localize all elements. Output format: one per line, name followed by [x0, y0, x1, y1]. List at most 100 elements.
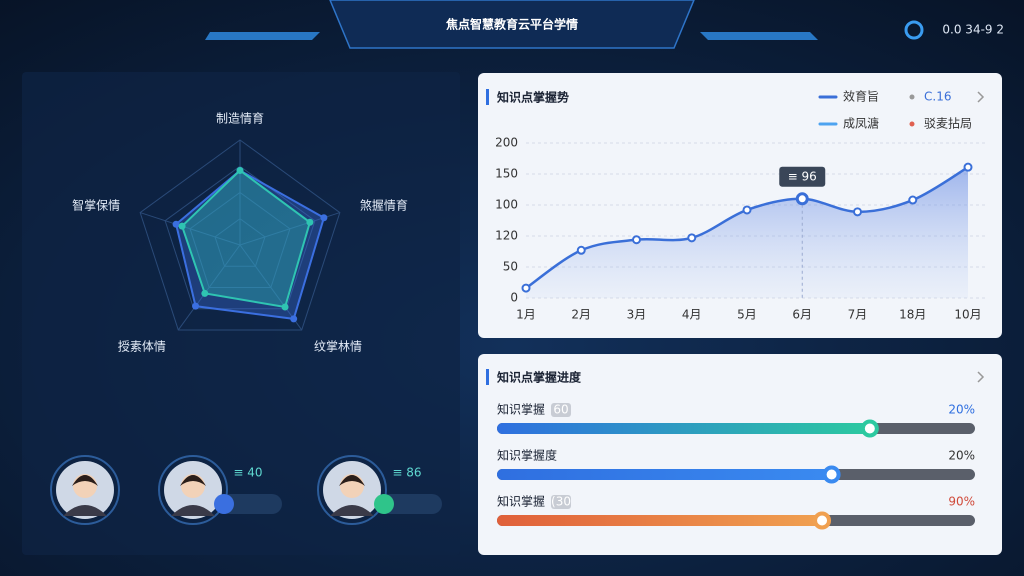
chevron[interactable]: [977, 91, 985, 383]
title-accent: [486, 369, 489, 385]
line-point: [963, 162, 973, 172]
trend-title: 知识点掌握势: [496, 90, 569, 105]
line-point: [853, 207, 862, 217]
radar-spoke: [239, 244, 303, 331]
avatar-body: [63, 505, 107, 516]
radar-panel: [22, 72, 460, 555]
y-tick-label: 0: [510, 291, 518, 305]
radar-point: [172, 220, 180, 228]
x-tick-label: 4月: [682, 308, 702, 322]
legend-dot: [909, 121, 915, 127]
radar-point: [306, 218, 314, 226]
header-bar: [329, 0, 695, 49]
avatar-ring: [50, 455, 120, 525]
progress-panel: [478, 354, 1002, 555]
radar-spoke: [177, 244, 241, 331]
line-point: [908, 195, 918, 205]
y-tick-label: 50: [503, 260, 518, 274]
progress-knob: [860, 419, 879, 438]
radar-ring: [189, 191, 291, 288]
radar-axis-label: 制造情育: [216, 111, 264, 126]
radar-ring: [139, 139, 341, 331]
progress-fill: [497, 423, 870, 434]
title-accent: [486, 89, 489, 105]
tooltip-text: ≡ 96: [788, 169, 817, 183]
radar-area: [180, 169, 312, 309]
line-point: [687, 233, 697, 243]
progress-badge: (30: [551, 495, 571, 509]
progress-label: 知识掌握度: [497, 448, 557, 463]
radar-point: [281, 303, 289, 311]
line-point: [576, 245, 586, 255]
legend-label: C.16: [924, 90, 951, 104]
progress-value-label: 20%: [948, 403, 975, 417]
progress-badge-bg: [551, 495, 572, 509]
y-tick-label: 200: [495, 136, 518, 150]
progress-badge: 60: [553, 403, 568, 417]
settings-icon[interactable]: [904, 20, 924, 40]
avatar-badge: ≡ 40: [233, 466, 262, 480]
avatar-icon: [374, 494, 394, 514]
tooltip-point: [795, 192, 809, 206]
legend-label: 效育旨: [843, 89, 879, 104]
y-tick-label: 100: [495, 198, 518, 212]
line-area: [526, 167, 968, 298]
avatar-ring: [158, 455, 228, 525]
radar-area: [174, 169, 326, 321]
avatar-icon: [214, 494, 234, 514]
radar-point: [320, 214, 328, 222]
x-tick-label: 18月: [899, 308, 926, 322]
avatar-hair: [339, 475, 365, 486]
avatar-body: [171, 505, 215, 516]
avatar-body: [330, 505, 374, 516]
avatar-hair: [180, 475, 206, 486]
progress-fill: [497, 469, 832, 480]
progress-label: 知识掌握: [497, 402, 545, 417]
avatar-pill: [220, 494, 282, 514]
avatar-ring: [317, 455, 387, 525]
radar-axis-label: 纹掌林情: [314, 339, 362, 353]
clock: 0.0 34-9 2: [942, 23, 1004, 37]
radar-point: [290, 315, 298, 323]
radar-ring: [214, 218, 266, 267]
line-point: [521, 283, 531, 293]
y-tick-label: 120: [495, 229, 518, 243]
x-tick-label: 2月: [571, 308, 591, 322]
radar-point: [201, 289, 209, 297]
radar-point: [236, 166, 244, 174]
progress-knob: [813, 511, 832, 530]
line-point: [742, 205, 752, 215]
avatar-badge: ≡ 86: [392, 466, 421, 480]
progress-value-label: 20%: [948, 449, 975, 463]
radar-point: [178, 222, 186, 230]
radar-spoke: [139, 212, 241, 246]
progress-fill: [497, 515, 823, 526]
progress-badge-bg: [551, 403, 572, 417]
radar-point: [192, 302, 200, 310]
radar-ring: [164, 165, 316, 310]
x-tick-label: 3月: [627, 308, 647, 322]
header-deco: [205, 32, 818, 40]
radar-axis-label: 煞握情育: [360, 198, 408, 213]
x-tick-label: 5月: [737, 308, 757, 322]
x-tick-label: 7月: [848, 308, 868, 322]
progress-label: 知识掌握: [497, 494, 545, 509]
avatar-hair: [72, 475, 98, 486]
tooltip-box: [779, 166, 826, 187]
line-point: [632, 235, 641, 245]
header-title: 焦点智慧教育云平台学情: [445, 17, 578, 32]
progress-value-label: 90%: [948, 495, 975, 509]
progress-knob: [822, 465, 841, 484]
legend-label: 驳麦拈局: [924, 116, 972, 131]
y-tick-label: 150: [495, 167, 518, 181]
x-tick-label: 10月: [954, 308, 981, 322]
legend-dot: [909, 94, 915, 100]
x-tick-label: 1月: [516, 308, 536, 322]
radar-axis-label: 授素体情: [118, 338, 166, 353]
avatar-pill: [380, 494, 442, 514]
radar-axis-label: 智掌保情: [72, 198, 120, 213]
legend-label: 成凤溏: [843, 116, 879, 131]
x-tick-label: 6月: [792, 308, 812, 322]
progress-title: 知识点掌握进度: [496, 370, 582, 385]
